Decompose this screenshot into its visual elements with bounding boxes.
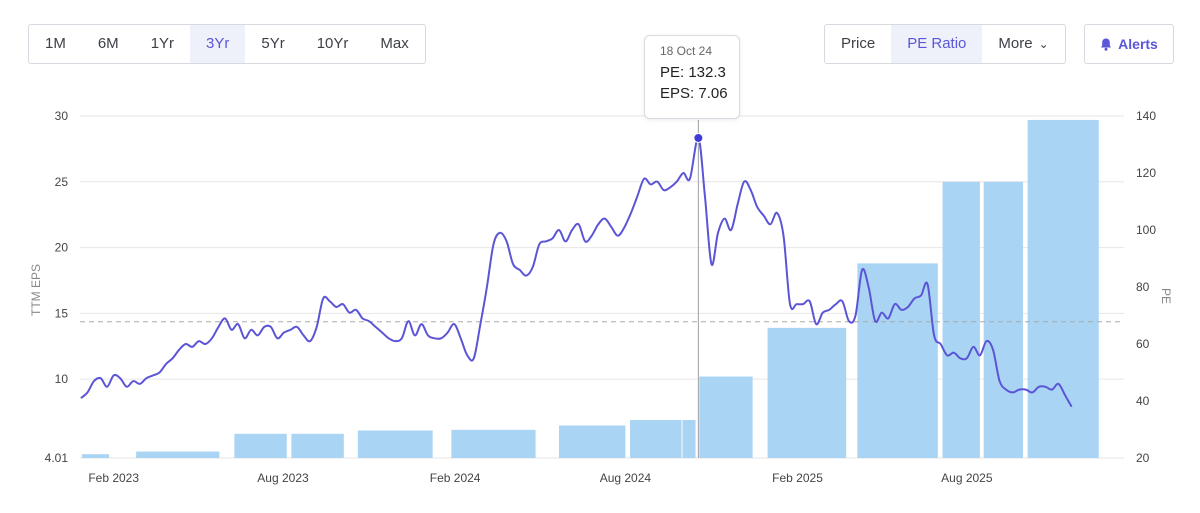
metric-selector: Price PE Ratio More ⌄	[824, 24, 1066, 64]
left-tick-label: 15	[55, 306, 69, 320]
x-tick-label: Feb 2023	[88, 471, 139, 485]
range-button-6m[interactable]: 6M	[97, 35, 119, 52]
pe-ratio-button[interactable]: PE Ratio	[891, 25, 983, 63]
eps-bar	[767, 327, 847, 458]
right-tick-label: 60	[1136, 337, 1150, 351]
range-selector: 1M 6M 1Yr 3Yr 5Yr 10Yr Max	[28, 24, 426, 64]
x-tick-label: Feb 2025	[772, 471, 823, 485]
right-tick-label: 40	[1136, 394, 1150, 408]
eps-bar	[81, 454, 109, 458]
highlight-point	[693, 132, 704, 143]
alerts-label: Alerts	[1118, 36, 1158, 52]
bell-icon	[1101, 38, 1112, 51]
eps-bar	[942, 181, 980, 458]
left-tick-label: 10	[55, 372, 69, 386]
range-button-3yr[interactable]: 3Yr	[190, 25, 246, 63]
tooltip-pe: PE: 132.3	[660, 64, 726, 81]
tooltip-eps: EPS: 7.06	[660, 85, 728, 102]
x-tick-label: Feb 2024	[430, 471, 481, 485]
left-tick-label: 30	[55, 109, 69, 123]
eps-bar	[357, 430, 433, 458]
right-tick-label: 100	[1136, 223, 1156, 237]
more-label: More	[998, 35, 1033, 52]
alerts-button[interactable]: Alerts	[1084, 24, 1174, 64]
x-tick-label: Aug 2023	[257, 471, 309, 485]
eps-bar	[1027, 119, 1099, 459]
right-tick-label: 120	[1136, 166, 1156, 180]
x-tick-label: Aug 2024	[600, 471, 652, 485]
more-dropdown[interactable]: More ⌄	[982, 25, 1064, 63]
eps-bar	[234, 433, 287, 458]
left-tick-label: 20	[55, 241, 69, 255]
x-tick-label: Aug 2025	[941, 471, 993, 485]
eps-bar	[558, 425, 626, 458]
eps-bar	[291, 433, 344, 458]
eps-bar	[630, 419, 682, 458]
range-button-1yr[interactable]: 1Yr	[150, 35, 175, 52]
eps-bar	[983, 181, 1023, 458]
left-tick-label: 4.01	[45, 451, 69, 465]
left-tick-label: 25	[55, 175, 69, 189]
price-button[interactable]: Price	[841, 35, 876, 52]
range-button-max[interactable]: Max	[380, 35, 409, 52]
range-button-10yr[interactable]: 10Yr	[316, 35, 349, 52]
eps-bar	[699, 376, 753, 458]
chevron-down-icon: ⌄	[1038, 37, 1049, 51]
tooltip-date: 18 Oct 24	[660, 44, 713, 58]
chart-tooltip: 18 Oct 24 PE: 132.3 EPS: 7.06	[644, 35, 740, 119]
left-axis-title: TTM EPS	[29, 264, 43, 316]
eps-bar	[136, 451, 220, 458]
right-tick-label: 20	[1136, 451, 1150, 465]
right-tick-label: 80	[1136, 280, 1150, 294]
eps-bar	[682, 419, 696, 458]
pe-line	[80, 136, 1073, 408]
right-axis-title: PE	[1159, 288, 1173, 304]
range-button-5yr[interactable]: 5Yr	[261, 35, 285, 52]
range-button-1m[interactable]: 1M	[45, 35, 66, 52]
eps-bar	[451, 429, 536, 458]
right-tick-label: 140	[1136, 109, 1156, 123]
